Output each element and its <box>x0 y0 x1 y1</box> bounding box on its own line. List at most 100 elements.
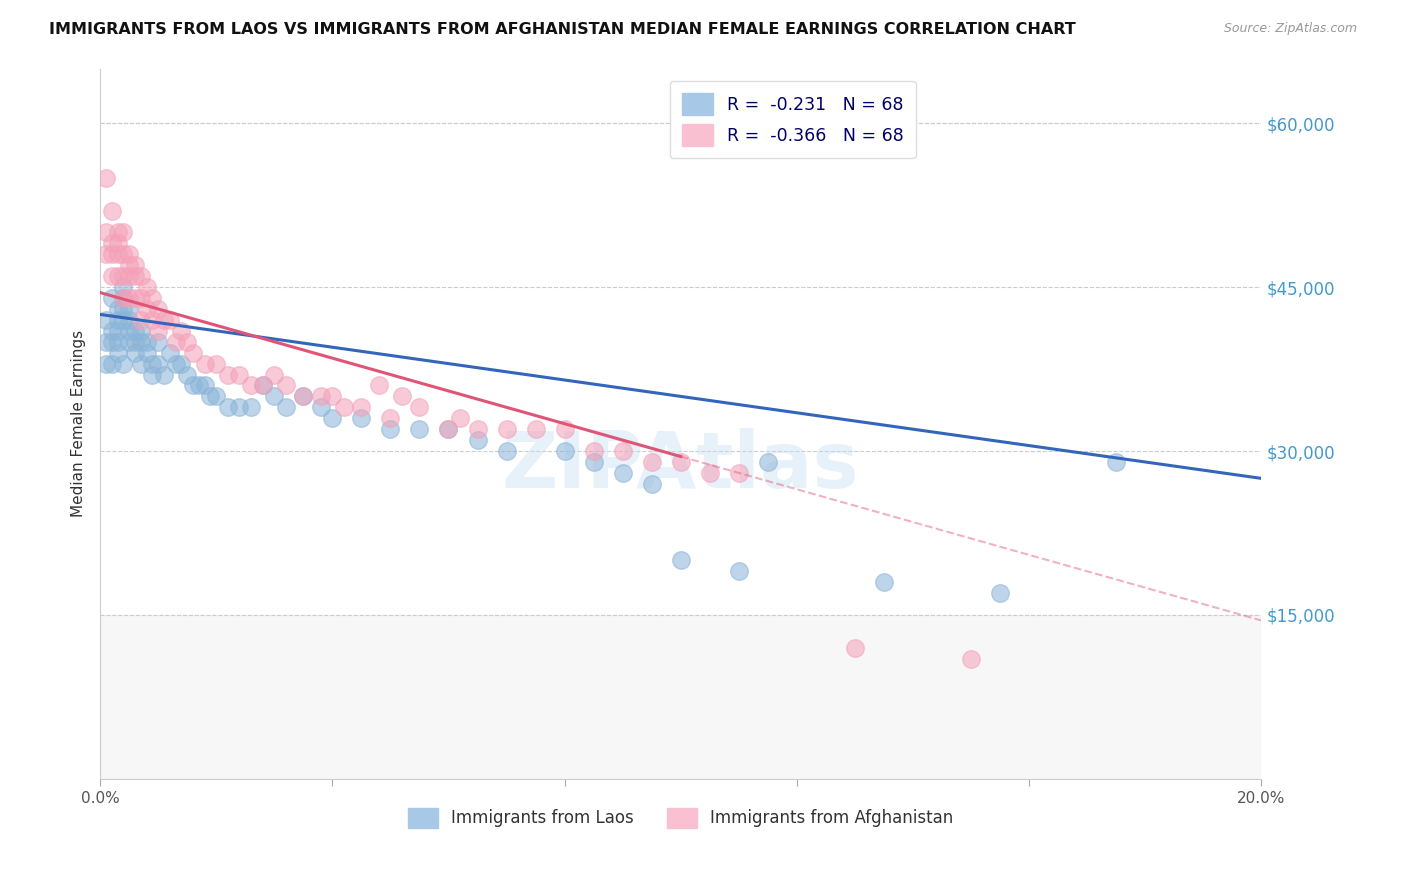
Point <box>118 291 141 305</box>
Point <box>107 226 129 240</box>
Point <box>135 345 157 359</box>
Point <box>112 247 135 261</box>
Point <box>727 466 749 480</box>
Point <box>252 378 274 392</box>
Point <box>107 236 129 251</box>
Point <box>118 301 141 316</box>
Point <box>118 334 141 349</box>
Text: Source: ZipAtlas.com: Source: ZipAtlas.com <box>1223 22 1357 36</box>
Point <box>124 258 146 272</box>
Point <box>107 345 129 359</box>
Point <box>159 313 181 327</box>
Point <box>408 401 430 415</box>
Point <box>107 247 129 261</box>
Point <box>124 324 146 338</box>
Point <box>112 280 135 294</box>
Point <box>437 422 460 436</box>
Point <box>449 411 471 425</box>
Point <box>112 301 135 316</box>
Point <box>309 389 332 403</box>
Point <box>321 411 343 425</box>
Point <box>582 444 605 458</box>
Point <box>94 247 117 261</box>
Point <box>118 313 141 327</box>
Bar <box>100 615 1261 779</box>
Point <box>187 378 209 392</box>
Point <box>124 334 146 349</box>
Point <box>135 301 157 316</box>
Point <box>699 466 721 480</box>
Point <box>554 422 576 436</box>
Point <box>153 368 176 382</box>
Text: IMMIGRANTS FROM LAOS VS IMMIGRANTS FROM AFGHANISTAN MEDIAN FEMALE EARNINGS CORRE: IMMIGRANTS FROM LAOS VS IMMIGRANTS FROM … <box>49 22 1076 37</box>
Point <box>112 313 135 327</box>
Point <box>240 401 263 415</box>
Point <box>100 269 122 284</box>
Point <box>408 422 430 436</box>
Point <box>124 345 146 359</box>
Point <box>274 378 297 392</box>
Point <box>1105 455 1128 469</box>
Point <box>640 476 662 491</box>
Point <box>176 368 198 382</box>
Point <box>141 368 163 382</box>
Point <box>141 291 163 305</box>
Point <box>141 313 163 327</box>
Point <box>107 301 129 316</box>
Legend: Immigrants from Laos, Immigrants from Afghanistan: Immigrants from Laos, Immigrants from Af… <box>401 801 960 835</box>
Point <box>554 444 576 458</box>
Point <box>148 324 170 338</box>
Point <box>135 334 157 349</box>
Point <box>129 324 152 338</box>
Point <box>524 422 547 436</box>
Point <box>107 269 129 284</box>
Point <box>263 389 285 403</box>
Point <box>309 401 332 415</box>
Point <box>988 586 1011 600</box>
Point <box>112 357 135 371</box>
Point <box>176 334 198 349</box>
Point <box>129 357 152 371</box>
Point <box>94 334 117 349</box>
Point <box>669 553 692 567</box>
Point <box>165 357 187 371</box>
Point <box>107 334 129 349</box>
Y-axis label: Median Female Earnings: Median Female Earnings <box>72 330 86 517</box>
Point <box>228 368 250 382</box>
Point <box>112 269 135 284</box>
Text: ZIPAtlas: ZIPAtlas <box>502 428 859 504</box>
Point <box>333 401 356 415</box>
Point <box>467 433 489 447</box>
Point <box>217 401 239 415</box>
Point <box>228 401 250 415</box>
Point <box>350 401 373 415</box>
Point <box>612 466 634 480</box>
Point <box>112 291 135 305</box>
Point <box>118 247 141 261</box>
Point <box>181 378 204 392</box>
Point <box>669 455 692 469</box>
Point <box>391 389 413 403</box>
Point <box>100 324 122 338</box>
Point <box>118 269 141 284</box>
Point <box>200 389 222 403</box>
Point <box>112 291 135 305</box>
Point <box>756 455 779 469</box>
Point <box>100 203 122 218</box>
Point <box>100 334 122 349</box>
Point <box>148 357 170 371</box>
Point <box>170 357 193 371</box>
Point <box>118 324 141 338</box>
Point <box>380 422 402 436</box>
Point <box>274 401 297 415</box>
Point <box>124 291 146 305</box>
Point <box>495 444 517 458</box>
Point <box>100 291 122 305</box>
Point <box>94 226 117 240</box>
Point <box>159 345 181 359</box>
Point <box>153 313 176 327</box>
Point <box>94 357 117 371</box>
Point <box>118 258 141 272</box>
Point <box>844 640 866 655</box>
Point <box>727 564 749 578</box>
